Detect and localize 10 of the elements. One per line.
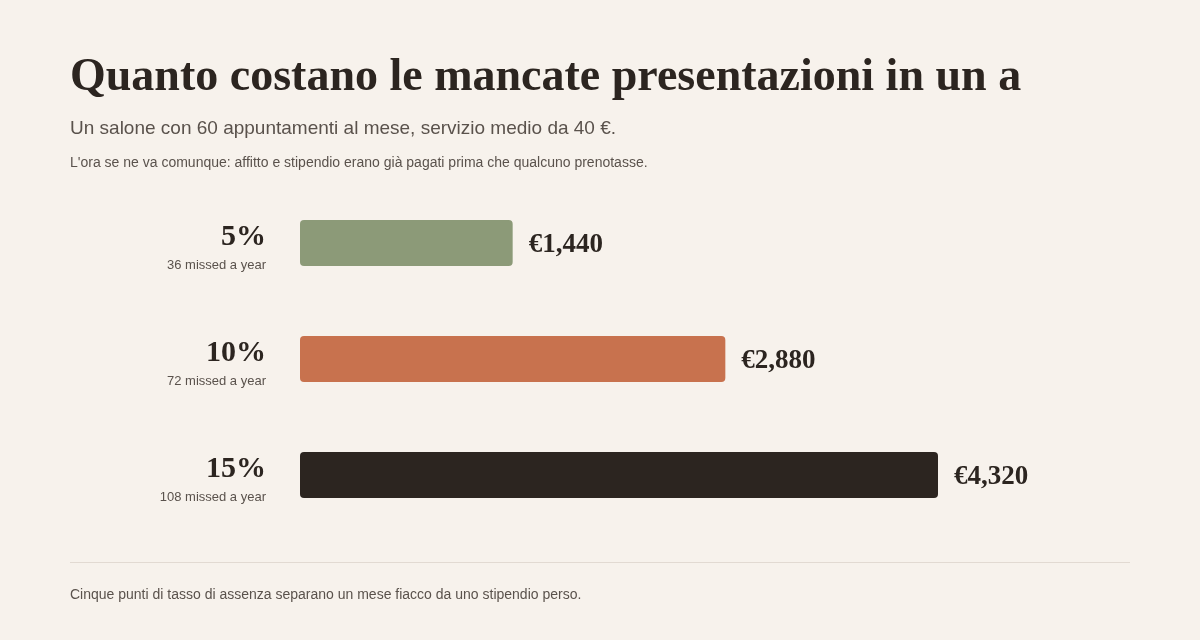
data-label: €2,880 xyxy=(741,344,816,374)
text: Cinque punti di tasso di assenza separano un mese fiacco da uno stipendio perso. xyxy=(70,586,582,602)
data-label: €4,320 xyxy=(954,460,1029,490)
y-tick-label: 10% 72 missed a year xyxy=(167,334,267,388)
y-tick-label: 15% 108 missed a year xyxy=(159,450,267,504)
y-tick-label: 5% 36 missed a year xyxy=(167,218,267,272)
text: L'ora se ne va comunque: affitto e stipendio erano già pagati prima che qualcuno prenotasse. xyxy=(70,154,648,170)
data-label: €1,440 xyxy=(528,228,603,258)
chart-title: Quanto costano le mancate presentazioni in un a xyxy=(70,48,1022,101)
chart-subtitle: Un salone con 60 appuntamenti al mese, servizio medio da 40 €. xyxy=(70,117,617,139)
